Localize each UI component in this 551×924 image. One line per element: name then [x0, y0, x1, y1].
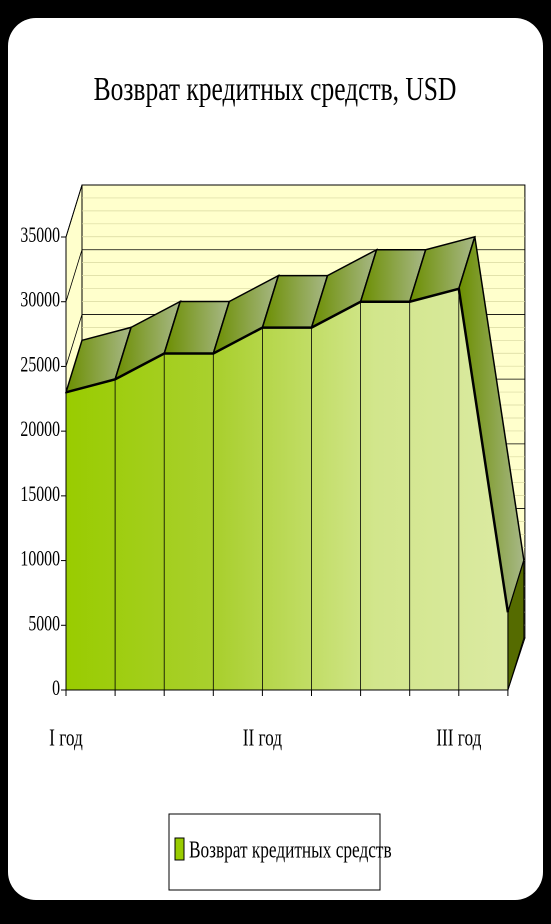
- y-tick-label: 5000: [28, 612, 60, 636]
- chart-title: Возврат кредитных средств, USD: [94, 69, 457, 107]
- y-tick-label: 30000: [20, 288, 60, 312]
- x-tick-label: I год: [49, 724, 83, 752]
- y-tick-label: 10000: [20, 547, 60, 571]
- grid-line: [65, 184, 525, 238]
- legend-items: Возврат кредитных средств: [174, 836, 392, 864]
- x-tick-label: III год: [436, 724, 481, 752]
- y-tick-label: 35000: [20, 224, 60, 248]
- legend-swatch: [174, 837, 185, 861]
- y-tick-label: 25000: [20, 353, 60, 377]
- legend: [168, 813, 381, 891]
- legend-label: Возврат кредитных средств: [189, 836, 392, 864]
- area-edge: [65, 287, 510, 613]
- y-tick-label: 0: [52, 677, 60, 701]
- plot: 0 5000 10000 15000 20000 25000 30000 35000 I год…: [20, 184, 526, 752]
- y-tick-label: 15000: [20, 483, 60, 507]
- y-tick-label: 20000: [20, 418, 60, 442]
- x-tick-label: II год: [243, 724, 283, 752]
